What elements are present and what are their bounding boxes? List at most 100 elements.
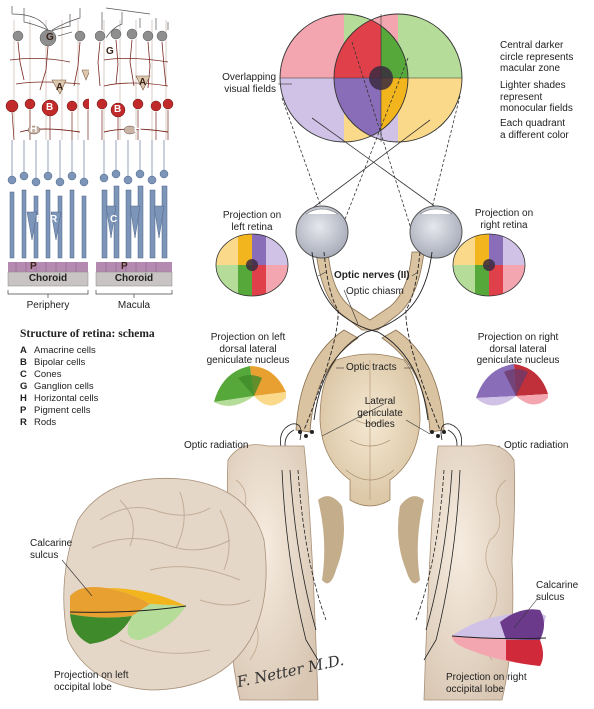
projection-left-retina-label: Projection on left retina (210, 210, 294, 233)
legend-text: Cones (34, 369, 62, 380)
overlapping-visual-fields-label: Overlapping visual fields (196, 72, 276, 95)
left-lgn-projection (214, 366, 286, 406)
label-line: dorsal lateral (489, 343, 547, 355)
label-line: dorsal lateral (219, 343, 277, 355)
label-line: represent (500, 91, 543, 103)
cell-letter-h-left: H (30, 124, 38, 135)
label-line: a different color (500, 129, 569, 141)
label-line: Calcarine (30, 538, 73, 549)
cell-letter-a-right: A (139, 77, 147, 88)
legend-key: H (20, 393, 27, 404)
cell-letter-r-left: R (36, 214, 44, 225)
legend-text: Bipolar cells (34, 357, 86, 368)
projection-right-lgn-label: Projection on right dorsal lateral genic… (464, 332, 572, 367)
label-line: Overlapping (222, 72, 276, 83)
calcarine-sulcus-right-label: Calcarine sulcus (536, 580, 578, 603)
legend-row: P Pigment cells (20, 405, 91, 416)
cell-letter-a-left: A (56, 82, 64, 93)
label-line: circle represents (500, 51, 574, 63)
legend-row: H Horizontal cells (20, 393, 98, 404)
legend-text: Horizontal cells (34, 393, 99, 404)
legend-key: R (20, 417, 27, 428)
label-line: geniculate nucleus (476, 355, 560, 366)
label-line: Projection on left (210, 332, 286, 343)
choroid-label-macula: Choroid (114, 273, 154, 284)
cell-letter-b-left: B (46, 102, 54, 113)
cell-letter-g-left: G (46, 32, 54, 43)
optic-nerves-label: Optic nerves (II) (334, 270, 410, 281)
label-line: right retina (480, 219, 528, 231)
projection-left-lgn-label: Projection on left dorsal lateral genicu… (196, 332, 300, 367)
label-line: macular zone (500, 63, 561, 74)
choroid-macula (95, 271, 173, 287)
macular-zone-note: Central darker circle represents macular… (500, 40, 573, 75)
label-line: Projection on left (54, 670, 129, 681)
periphery-label: Periphery (26, 300, 70, 311)
label-line: visual fields (224, 83, 276, 95)
label-line: Lighter shades (500, 80, 566, 91)
legend-row: B Bipolar cells (20, 357, 85, 368)
legend-row: A Amacrine cells (20, 345, 96, 356)
label-line: Projection on right (477, 332, 559, 343)
choroid-periphery (7, 271, 89, 287)
right-occipital-projection (451, 597, 547, 666)
legend-row: C Cones (20, 369, 61, 380)
label-line: sulcus (30, 549, 59, 561)
cell-letter-c-right: C (110, 214, 118, 225)
legend-key: P (20, 405, 27, 416)
optic-radiation-right-label: Optic radiation (504, 440, 569, 451)
label-line: bodies (365, 419, 395, 430)
projection-right-retina-disc (452, 233, 526, 297)
projection-right-retina-label: Projection on right retina (462, 208, 546, 231)
label-line: geniculate nucleus (206, 355, 290, 366)
overlapping-visual-fields (278, 13, 463, 143)
legend-text: Amacrine cells (34, 345, 96, 356)
legend-key: B (20, 357, 27, 368)
label-line: Projection on (474, 208, 534, 219)
lateral-geniculate-bodies-label: Lateral geniculate bodies (350, 396, 410, 431)
calcarine-sulcus-left-label: Calcarine sulcus (30, 538, 72, 561)
quadrant-note: Each quadrant a different color (500, 118, 569, 141)
label-line: Each quadrant (500, 118, 566, 129)
optic-radiation-left-label: Optic radiation (184, 440, 249, 451)
label-line: Projection on right (446, 672, 527, 683)
monocular-fields-note: Lighter shades represent monocular field… (500, 80, 573, 115)
label-line: Calcarine (536, 580, 579, 591)
optic-pathway (271, 205, 501, 507)
retina-legend-title: Structure of retina: schema (20, 328, 155, 340)
legend-row: G Ganglion cells (20, 381, 94, 392)
cell-letter-c-left: C (62, 214, 70, 225)
label-line: monocular fields (500, 103, 573, 114)
label-line: Projection on (222, 210, 282, 221)
label-line: geniculate (357, 407, 403, 419)
choroid-label-periphery: Choroid (28, 273, 68, 284)
projection-right-occipital-label: Projection on right occipital lobe (446, 672, 527, 695)
optic-tracts-label: Optic tracts (346, 362, 397, 373)
cell-letter-p-left: P (30, 261, 37, 272)
label-line: left retina (231, 221, 273, 233)
label-line: sulcus (536, 591, 565, 603)
optic-chiasm-label: Optic chiasm (346, 286, 404, 297)
legend-key: A (20, 345, 27, 356)
label-line: occipital lobe (446, 683, 504, 695)
legend-text: Pigment cells (34, 405, 91, 416)
legend-key: G (20, 381, 28, 392)
label-line: Central darker (500, 40, 564, 51)
legend-row: R Rods (20, 417, 56, 428)
cell-letter-g-right: G (106, 46, 114, 57)
cell-letter-r-left2: R (50, 214, 58, 225)
legend-text: Rods (34, 417, 57, 428)
label-line: occipital lobe (54, 681, 112, 693)
projection-left-retina-disc (215, 233, 289, 297)
cell-letter-b-right: B (114, 104, 122, 115)
cell-letter-h-right: H (134, 124, 142, 135)
retina-schema (5, 6, 174, 298)
legend-key: C (20, 369, 27, 380)
projection-left-occipital-label: Projection on left occipital lobe (54, 670, 129, 693)
macula-label: Macula (117, 300, 151, 311)
left-hemisphere-medial (61, 477, 267, 691)
legend-text: Ganglion cells (34, 381, 94, 392)
label-line: Lateral (364, 396, 396, 407)
cell-letter-p-right: P (121, 261, 128, 272)
